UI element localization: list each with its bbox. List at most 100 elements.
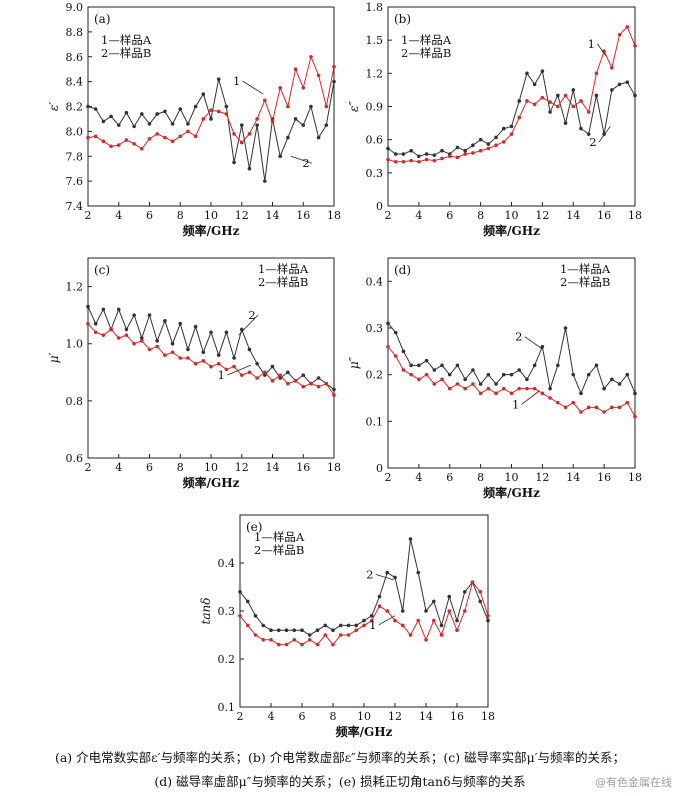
data-point xyxy=(509,124,514,129)
x-tick-label: 10 xyxy=(505,209,519,222)
data-point xyxy=(432,368,437,372)
data-point xyxy=(170,122,175,126)
data-point xyxy=(300,642,304,647)
data-point xyxy=(253,633,258,637)
x-tick-label: 12 xyxy=(535,471,549,484)
data-point xyxy=(586,132,591,136)
data-point xyxy=(400,609,405,613)
annotation-leader xyxy=(227,364,252,376)
data-point xyxy=(309,104,313,109)
data-point xyxy=(178,134,183,139)
data-point xyxy=(245,623,250,628)
data-point xyxy=(316,73,321,78)
annotation-label: 1 xyxy=(588,37,595,51)
annotation-label: 1 xyxy=(218,368,225,382)
annotation-label: 2 xyxy=(589,135,596,149)
data-point xyxy=(140,112,144,116)
data-point xyxy=(247,166,252,171)
data-point xyxy=(586,110,591,114)
data-point xyxy=(224,104,229,109)
data-point xyxy=(178,356,183,360)
data-point xyxy=(447,372,452,377)
data-point xyxy=(478,391,483,396)
annotation-label: 2 xyxy=(302,156,309,170)
data-point xyxy=(155,339,159,343)
x-tick-label: 10 xyxy=(204,209,218,222)
data-point xyxy=(377,594,382,599)
watermark: @有色金属在线 xyxy=(595,776,672,789)
data-point xyxy=(332,64,336,69)
data-point xyxy=(471,151,475,155)
legend-entry: 1—样品A xyxy=(401,33,452,47)
data-point xyxy=(556,400,560,405)
x-tick-label: 4 xyxy=(268,710,275,723)
data-point xyxy=(324,381,329,386)
data-point xyxy=(239,123,244,127)
data-point xyxy=(101,333,106,337)
x-tick-label: 18 xyxy=(628,471,642,484)
data-point xyxy=(170,350,175,355)
data-point xyxy=(324,123,329,127)
data-point xyxy=(440,148,444,153)
data-point xyxy=(261,623,266,628)
x-tick-label: 6 xyxy=(299,710,306,723)
data-point xyxy=(602,410,606,414)
data-point xyxy=(409,158,413,163)
data-point xyxy=(116,336,121,340)
data-point xyxy=(255,361,259,366)
y-tick-label: 7.6 xyxy=(66,175,84,188)
data-point xyxy=(494,391,498,396)
series-1 xyxy=(386,344,637,419)
data-point xyxy=(101,119,106,124)
data-point xyxy=(548,396,552,400)
data-point xyxy=(424,157,429,162)
y-axis-label: ε′ xyxy=(47,102,61,111)
data-point xyxy=(186,122,190,126)
y-tick-label: 0.3 xyxy=(366,322,384,335)
data-point xyxy=(255,117,259,121)
x-tick-label: 2 xyxy=(385,471,392,484)
data-point xyxy=(170,341,175,346)
data-point xyxy=(263,373,267,377)
data-point xyxy=(247,347,252,352)
data-point xyxy=(224,330,229,335)
data-point xyxy=(315,628,320,632)
data-point xyxy=(610,88,614,92)
annotation-leader xyxy=(290,155,312,164)
data-point xyxy=(525,377,529,382)
data-point xyxy=(386,157,390,162)
data-point xyxy=(269,628,273,632)
data-point xyxy=(486,372,491,377)
data-point xyxy=(292,628,297,632)
data-point xyxy=(316,135,321,140)
series-line xyxy=(87,79,335,182)
data-point xyxy=(186,347,190,352)
x-tick-label: 12 xyxy=(235,209,249,222)
series-1 xyxy=(86,321,336,397)
data-point xyxy=(563,121,568,125)
data-point xyxy=(517,386,522,391)
y-tick-label: 7.8 xyxy=(66,150,84,163)
data-point xyxy=(209,117,213,121)
data-point xyxy=(509,391,514,396)
data-point xyxy=(276,628,281,632)
data-point xyxy=(432,158,437,163)
data-point xyxy=(455,155,460,160)
data-point xyxy=(101,307,106,312)
y-axis-label: ε″ xyxy=(347,101,361,112)
series-line xyxy=(87,55,335,150)
data-point xyxy=(354,623,359,628)
data-point xyxy=(301,86,306,90)
x-tick-label: 10 xyxy=(505,471,519,484)
data-point xyxy=(216,353,221,357)
data-point xyxy=(385,570,390,575)
data-point xyxy=(486,146,491,151)
data-point xyxy=(633,43,637,48)
data-point xyxy=(286,370,290,375)
y-tick-label: 0.2 xyxy=(366,369,384,382)
data-point xyxy=(409,363,413,368)
data-point xyxy=(201,350,206,355)
data-point xyxy=(386,146,390,151)
data-point xyxy=(292,638,297,642)
x-tick-label: 2 xyxy=(85,461,92,474)
